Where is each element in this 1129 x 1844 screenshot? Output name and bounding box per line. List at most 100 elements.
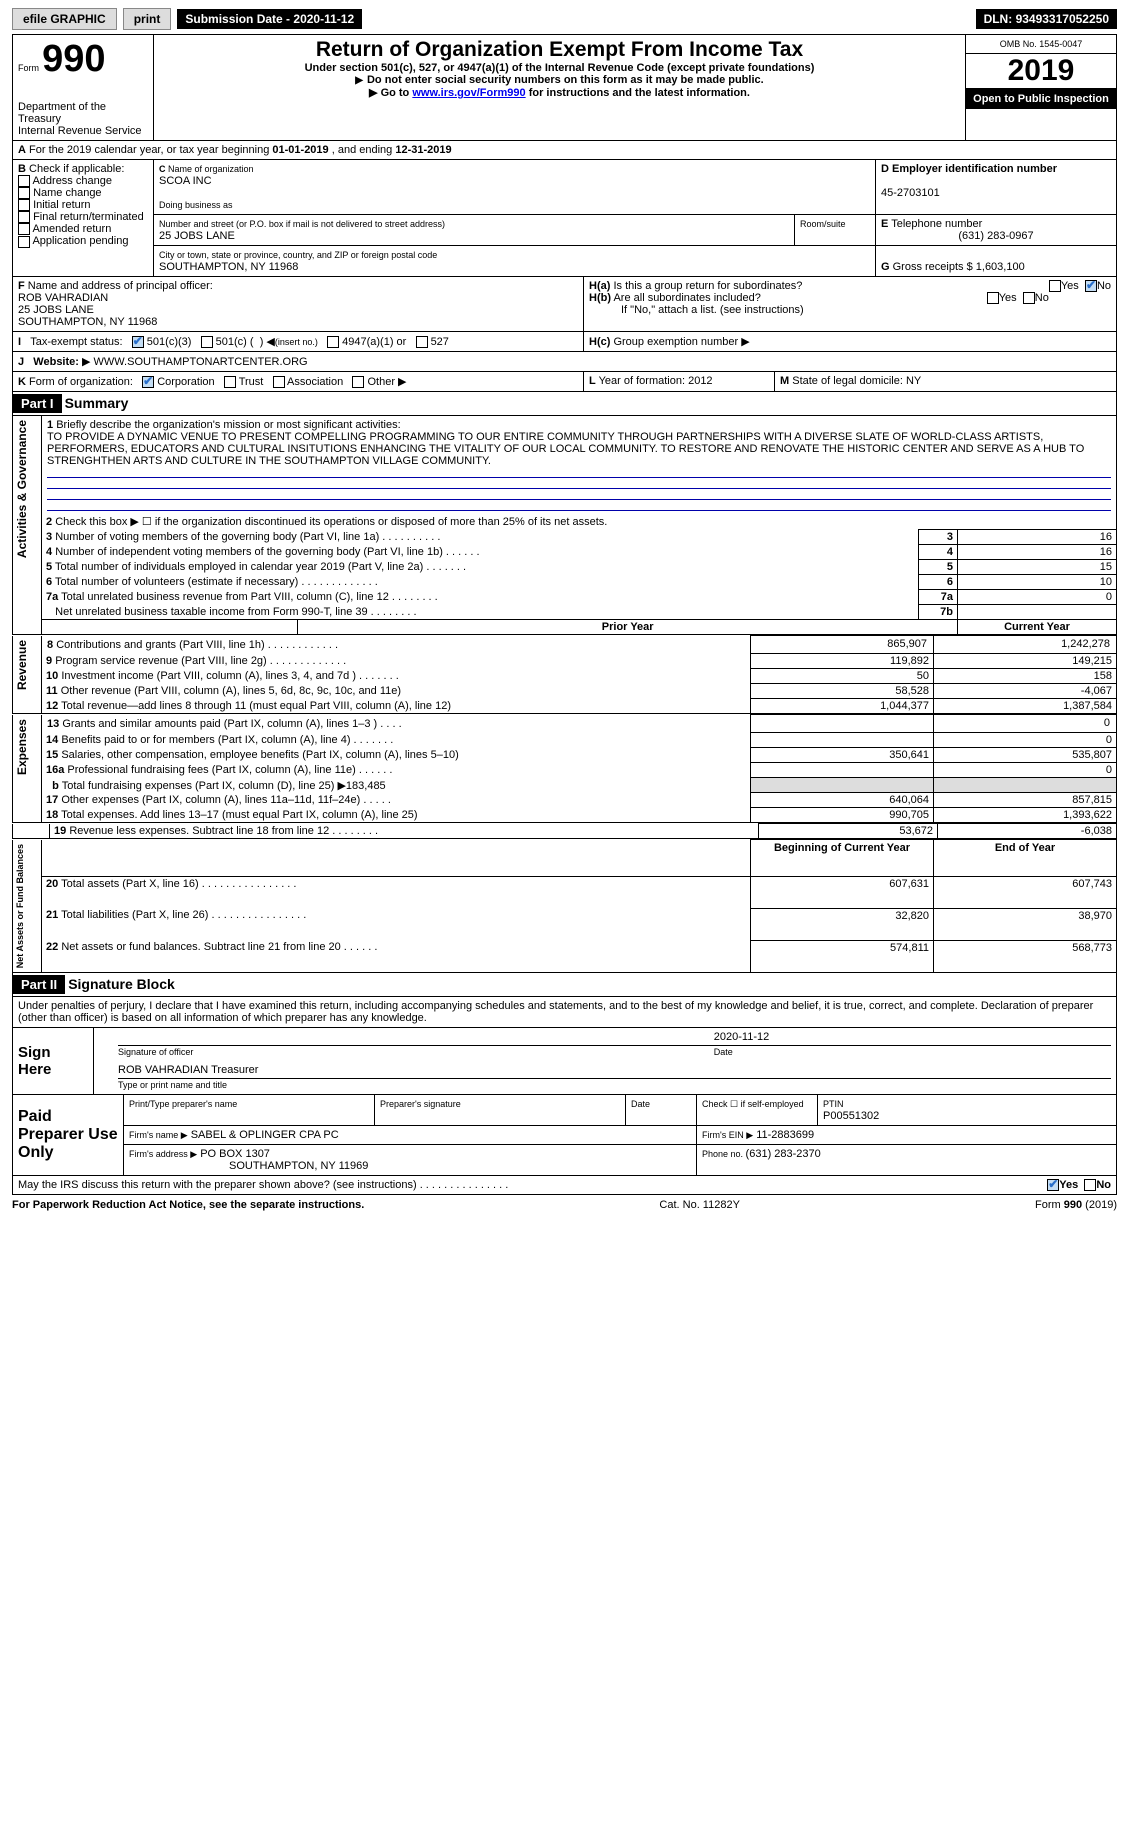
firm-ein: 11-2883699 xyxy=(756,1129,814,1141)
signature-line[interactable] xyxy=(118,1031,714,1046)
firm-addr1: PO BOX 1307 xyxy=(200,1148,270,1160)
open-to-public: Open to Public Inspection xyxy=(966,89,1116,109)
part-i-badge: Part I xyxy=(13,394,62,413)
line7a-label: Total unrelated business revenue from Pa… xyxy=(61,591,389,603)
ha-label: Is this a group return for subordinates? xyxy=(613,280,802,292)
chk-527[interactable] xyxy=(416,336,428,348)
firm-name: SABEL & OPLINGER CPA PC xyxy=(191,1129,339,1141)
line21-b: 32,820 xyxy=(751,908,934,940)
current-year-hdr: Current Year xyxy=(958,620,1117,635)
irs-link[interactable]: www.irs.gov/Form990 xyxy=(412,87,525,99)
form-number: 990 xyxy=(42,38,105,80)
ha-yes[interactable] xyxy=(1049,280,1061,292)
chk-amended-return[interactable] xyxy=(18,223,30,235)
footer: For Paperwork Reduction Act Notice, see … xyxy=(12,1199,1117,1211)
street-label: Number and street (or P.O. box if mail i… xyxy=(159,219,445,229)
prep-name-label: Print/Type preparer's name xyxy=(129,1099,237,1109)
dln: DLN: 93493317052250 xyxy=(976,9,1117,29)
sign-here-block: Sign Here Signature of officer 2020-11-1… xyxy=(12,1028,1117,1095)
line12-cy: 1,387,584 xyxy=(934,699,1117,714)
officer-label: Name and address of principal officer: xyxy=(28,280,213,292)
ein: 45-2703101 xyxy=(881,187,940,199)
line20-label: Total assets (Part X, line 16) xyxy=(61,878,199,890)
line18-py: 990,705 xyxy=(751,808,934,823)
line9-cy: 149,215 xyxy=(934,654,1117,669)
begin-year-hdr: Beginning of Current Year xyxy=(751,840,934,876)
perjury-text: Under penalties of perjury, I declare th… xyxy=(12,996,1117,1028)
form-label: Form xyxy=(18,63,39,73)
top-bar: efile GRAPHIC print Submission Date - 20… xyxy=(12,8,1117,30)
line21-label: Total liabilities (Part X, line 26) xyxy=(61,909,208,921)
line16b-py xyxy=(751,778,934,793)
line13-label: Grants and similar amounts paid (Part IX… xyxy=(62,718,377,730)
paid-preparer-block: Paid Preparer Use Only Print/Type prepar… xyxy=(12,1095,1117,1176)
hb-no[interactable] xyxy=(1023,292,1035,304)
revenue-table: Revenue 8 Contributions and grants (Part… xyxy=(12,635,1117,714)
line10-label: Investment income (Part VIII, column (A)… xyxy=(61,670,356,682)
form-subtitle: Under section 501(c), 527, or 4947(a)(1)… xyxy=(159,62,960,74)
prep-sig-label: Preparer's signature xyxy=(380,1099,461,1109)
chk-assoc[interactable] xyxy=(273,376,285,388)
form-title: Return of Organization Exempt From Incom… xyxy=(159,38,960,62)
line11-cy: -4,067 xyxy=(934,684,1117,699)
officer-block: F Name and address of principal officer:… xyxy=(12,277,1117,332)
year-formation-label: Year of formation: xyxy=(599,375,688,387)
tel-label: Telephone number xyxy=(891,218,982,230)
room-label: Room/suite xyxy=(800,219,846,229)
expenses-header: Expenses xyxy=(13,715,31,779)
chk-initial-return[interactable] xyxy=(18,199,30,211)
line16a-py xyxy=(751,763,934,778)
print-button[interactable]: print xyxy=(123,8,172,30)
chk-4947[interactable] xyxy=(327,336,339,348)
firm-addr2: SOUTHAMPTON, NY 11969 xyxy=(229,1160,368,1172)
part-ii-badge: Part II xyxy=(13,975,65,994)
chk-name-change[interactable] xyxy=(18,187,30,199)
klm-block: K Form of organization: Corporation Trus… xyxy=(12,372,1117,392)
chk-app-pending[interactable] xyxy=(18,236,30,248)
line6-val: 10 xyxy=(958,575,1117,590)
line15-label: Salaries, other compensation, employee b… xyxy=(61,749,458,761)
prep-date-label: Date xyxy=(631,1099,650,1109)
chk-final-return[interactable] xyxy=(18,211,30,223)
chk-501c3[interactable] xyxy=(132,336,144,348)
dba-label: Doing business as xyxy=(159,200,233,210)
chk-other[interactable] xyxy=(352,376,364,388)
chk-address-change[interactable] xyxy=(18,175,30,187)
firm-phone-label: Phone no. xyxy=(702,1149,746,1159)
city: SOUTHAMPTON, NY 11968 xyxy=(159,261,298,273)
year-formation: 2012 xyxy=(688,375,712,387)
firm-name-label: Firm's name ▶ xyxy=(129,1130,188,1140)
ag-header: Activities & Governance xyxy=(13,416,31,562)
line8-py: 865,907 xyxy=(751,636,934,654)
pra-notice: For Paperwork Reduction Act Notice, see … xyxy=(12,1199,364,1211)
discuss-yes[interactable] xyxy=(1047,1179,1059,1191)
firm-ein-label: Firm's EIN ▶ xyxy=(702,1130,753,1140)
discuss-no[interactable] xyxy=(1084,1179,1096,1191)
line9-py: 119,892 xyxy=(751,654,934,669)
ein-label: Employer identification number xyxy=(892,163,1057,175)
org-name: SCOA INC xyxy=(159,175,212,187)
part-i-title: Summary xyxy=(65,395,129,411)
line20-e: 607,743 xyxy=(934,876,1117,908)
status-block: I Tax-exempt status: 501(c)(3) 501(c) ( … xyxy=(12,332,1117,372)
mission-text: TO PROVIDE A DYNAMIC VENUE TO PRESENT CO… xyxy=(47,431,1084,467)
telephone: (631) 283-0967 xyxy=(881,230,1111,242)
chk-corp[interactable] xyxy=(142,376,154,388)
line8-cy: 1,242,278 xyxy=(934,636,1117,654)
ha-no[interactable] xyxy=(1085,280,1097,292)
line16a-cy: 0 xyxy=(934,763,1117,778)
net-assets-table: Net Assets or Fund Balances Beginning of… xyxy=(12,839,1117,973)
net-assets-header: Net Assets or Fund Balances xyxy=(13,840,27,972)
chk-501c[interactable] xyxy=(201,336,213,348)
line19-table: 19 Revenue less expenses. Subtract line … xyxy=(12,823,1117,839)
dept-label: Department of the Treasury xyxy=(18,101,148,125)
hb-note: If "No," attach a list. (see instruction… xyxy=(621,304,804,316)
line3-label: Number of voting members of the governin… xyxy=(55,531,379,543)
line17-label: Other expenses (Part IX, column (A), lin… xyxy=(61,794,360,806)
line7b-label: Net unrelated business taxable income fr… xyxy=(55,606,367,618)
firm-addr-label: Firm's address ▶ xyxy=(129,1149,197,1159)
submission-date: Submission Date - 2020-11-12 xyxy=(177,9,362,29)
chk-trust[interactable] xyxy=(224,376,236,388)
line19-py: 53,672 xyxy=(759,824,938,839)
hb-yes[interactable] xyxy=(987,292,999,304)
